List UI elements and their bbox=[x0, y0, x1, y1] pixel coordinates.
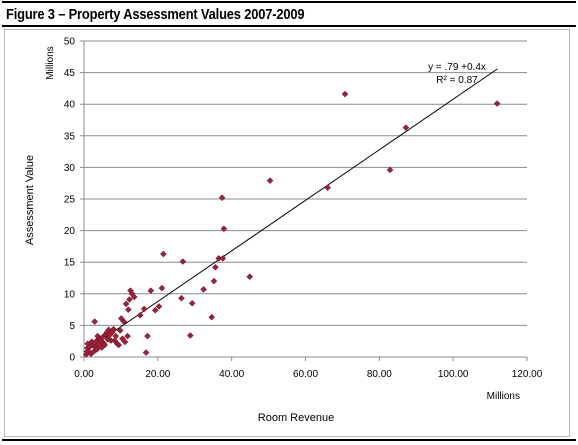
data-point bbox=[120, 318, 128, 325]
x-tick-labels: 0.00 20.00 40.00 60.00 80.00 100.00 120.00 bbox=[74, 369, 542, 380]
data-point bbox=[140, 305, 148, 313]
data-point bbox=[144, 332, 151, 340]
data-point bbox=[212, 263, 219, 271]
data-point bbox=[115, 341, 123, 349]
r-squared-label: R² = 0.87 bbox=[436, 75, 478, 86]
x-tick-label: 0.00 bbox=[74, 369, 94, 380]
y-tick-label: 35 bbox=[64, 131, 76, 142]
figure-title: Figure 3 – Property Assessment Values 20… bbox=[6, 6, 305, 23]
data-point bbox=[151, 306, 159, 314]
data-point bbox=[101, 341, 109, 349]
x-tick-label: 60.00 bbox=[293, 369, 318, 380]
data-point bbox=[155, 303, 163, 310]
data-point bbox=[124, 306, 132, 313]
data-point bbox=[130, 293, 138, 301]
data-point bbox=[188, 299, 196, 307]
data-point bbox=[99, 334, 106, 341]
data-points bbox=[82, 90, 501, 358]
data-point bbox=[219, 255, 227, 262]
chart-frame bbox=[4, 29, 570, 437]
data-point bbox=[147, 287, 155, 294]
data-point bbox=[266, 177, 274, 185]
data-point bbox=[122, 300, 130, 308]
y-tick-label: 20 bbox=[64, 226, 76, 237]
y-tick-label: 5 bbox=[69, 321, 75, 332]
gridlines bbox=[80, 40, 527, 358]
data-point bbox=[402, 124, 410, 131]
axes bbox=[83, 41, 528, 361]
x-unit-label: Millions bbox=[487, 391, 520, 402]
data-point bbox=[246, 273, 254, 281]
data-point bbox=[124, 332, 131, 340]
top-rule bbox=[2, 1, 576, 3]
data-point bbox=[218, 194, 226, 202]
y-tick-label: 50 bbox=[64, 37, 76, 48]
data-point bbox=[91, 318, 99, 325]
trendline bbox=[83, 68, 498, 353]
data-point bbox=[158, 284, 166, 292]
y-unit-label: Millions bbox=[45, 46, 56, 79]
data-point bbox=[186, 332, 194, 339]
data-point bbox=[210, 277, 218, 285]
data-point bbox=[136, 311, 144, 319]
y-tick-label: 45 bbox=[64, 68, 76, 79]
data-point bbox=[493, 100, 501, 107]
data-point bbox=[121, 338, 129, 346]
bottom-rule bbox=[2, 439, 576, 441]
data-point bbox=[341, 90, 349, 98]
trend-equation: y = .79 +0.4x bbox=[428, 62, 486, 73]
y-tick-label: 30 bbox=[64, 163, 76, 174]
title-rule bbox=[2, 25, 576, 27]
y-tick-label: 40 bbox=[64, 100, 76, 111]
data-point bbox=[208, 313, 216, 321]
data-point bbox=[220, 225, 228, 233]
x-tick-label: 120.00 bbox=[512, 369, 543, 380]
data-point bbox=[142, 349, 150, 356]
data-point bbox=[116, 327, 124, 334]
data-point bbox=[200, 286, 207, 293]
y-tick-labels: 0 5 10 15 20 25 30 35 40 45 50 bbox=[64, 37, 76, 364]
x-axis-title: Room Revenue bbox=[258, 412, 334, 424]
x-tick-label: 40.00 bbox=[219, 369, 244, 380]
y-tick-label: 25 bbox=[64, 195, 76, 206]
data-point bbox=[110, 325, 117, 333]
data-point bbox=[324, 184, 332, 191]
data-point bbox=[160, 250, 167, 258]
y-tick-label: 10 bbox=[64, 289, 76, 300]
y-tick-label: 0 bbox=[69, 353, 75, 364]
data-point bbox=[126, 296, 133, 303]
x-tick-label: 20.00 bbox=[145, 369, 170, 380]
data-point bbox=[386, 166, 394, 174]
x-tick-label: 100.00 bbox=[438, 369, 469, 380]
data-point bbox=[178, 294, 185, 302]
y-axis-title: Assessment Value bbox=[24, 155, 36, 245]
x-tick-label: 80.00 bbox=[367, 369, 392, 380]
y-tick-label: 15 bbox=[64, 258, 76, 269]
data-point bbox=[112, 332, 120, 340]
data-point bbox=[93, 346, 101, 353]
data-point bbox=[179, 258, 187, 265]
